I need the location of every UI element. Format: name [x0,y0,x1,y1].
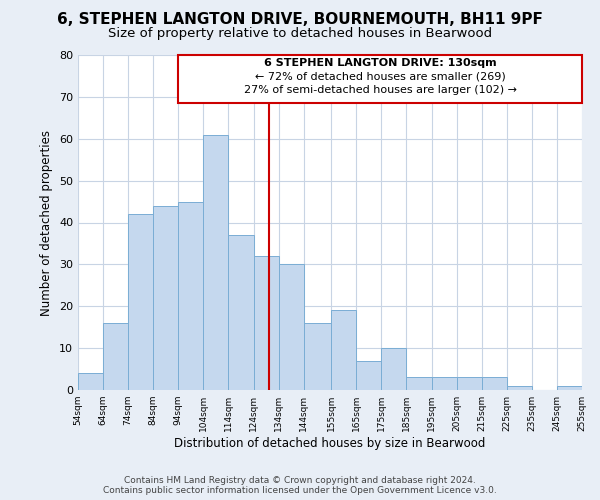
Bar [457,378,482,390]
Bar [178,55,582,103]
Bar [356,360,382,390]
Text: 27% of semi-detached houses are larger (102) →: 27% of semi-detached houses are larger (… [244,86,517,96]
Bar [382,348,406,390]
Y-axis label: Number of detached properties: Number of detached properties [40,130,53,316]
Bar [278,264,304,390]
Text: ← 72% of detached houses are smaller (269): ← 72% of detached houses are smaller (26… [255,72,506,82]
Text: Contains HM Land Registry data © Crown copyright and database right 2024.
Contai: Contains HM Land Registry data © Crown c… [103,476,497,495]
Bar [254,256,278,390]
Bar [507,386,532,390]
Bar [78,373,103,390]
Bar [431,378,457,390]
Bar [406,378,431,390]
Bar [331,310,356,390]
Bar [304,323,331,390]
Text: 6, STEPHEN LANGTON DRIVE, BOURNEMOUTH, BH11 9PF: 6, STEPHEN LANGTON DRIVE, BOURNEMOUTH, B… [57,12,543,28]
Bar [557,386,582,390]
Bar [178,202,203,390]
Text: 6 STEPHEN LANGTON DRIVE: 130sqm: 6 STEPHEN LANGTON DRIVE: 130sqm [264,58,496,68]
Bar [103,323,128,390]
Bar [229,235,254,390]
Bar [153,206,178,390]
Bar [482,378,507,390]
X-axis label: Distribution of detached houses by size in Bearwood: Distribution of detached houses by size … [175,437,485,450]
Bar [203,134,229,390]
Bar [128,214,153,390]
Text: Size of property relative to detached houses in Bearwood: Size of property relative to detached ho… [108,28,492,40]
